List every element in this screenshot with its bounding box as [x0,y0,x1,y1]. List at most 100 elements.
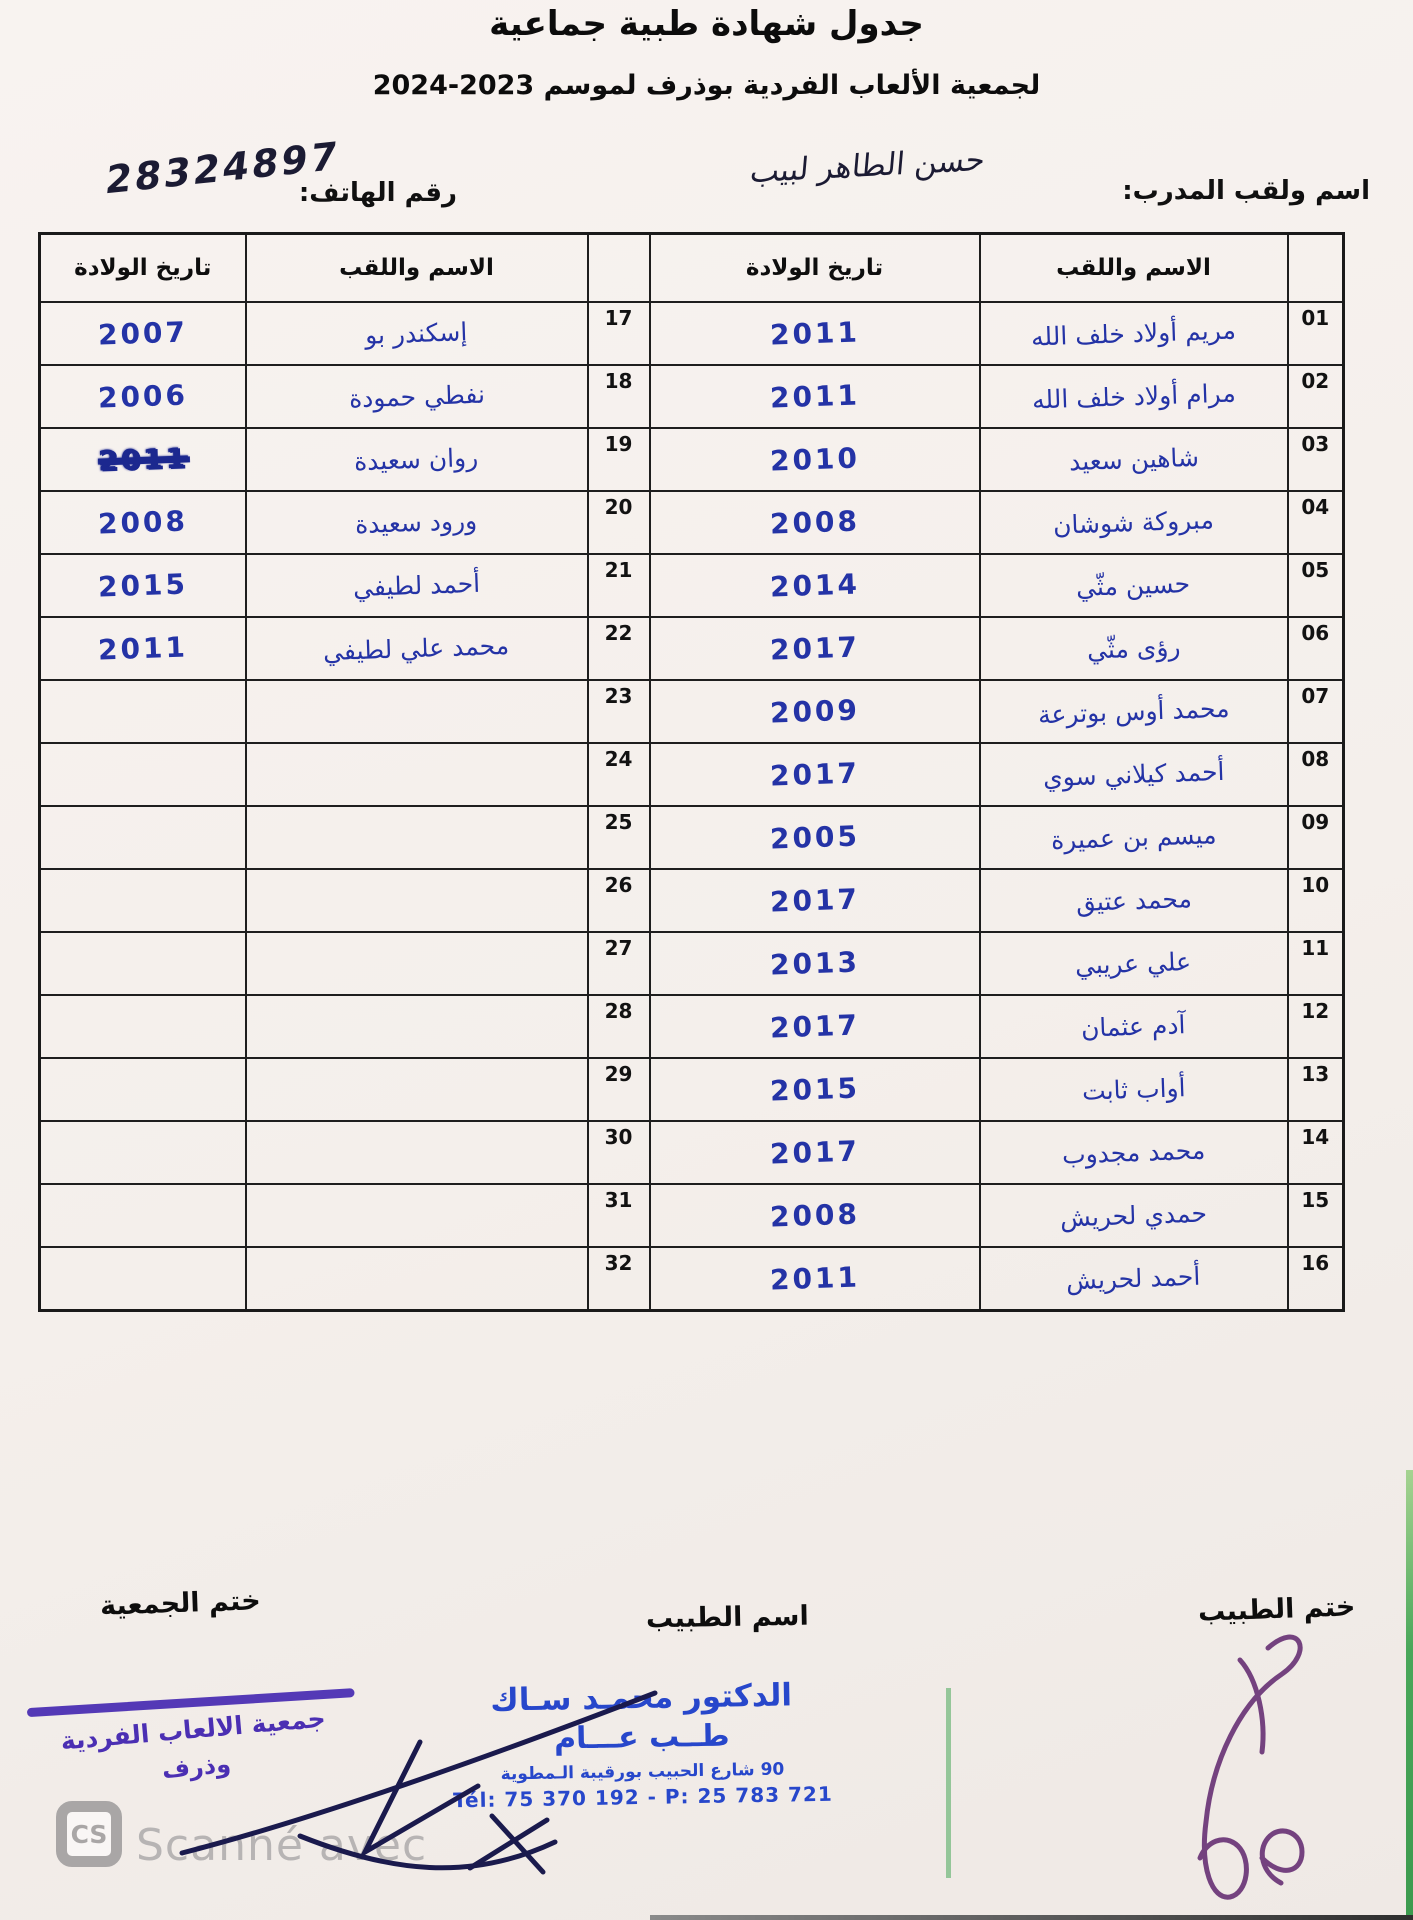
coach-name-handwritten: حسن الطاهر لبيب [748,141,987,191]
player-name-left-handwritten: ورود سعيدة [244,490,589,555]
player-name-right-handwritten: علي عريبي [978,931,1289,996]
row-number-left: 21 [586,553,651,618]
scan-edge-strip-right [1406,1470,1413,1920]
player-dob-right-handwritten: 2017 [648,1120,981,1185]
table-row: 02 مرام أولاد خلف الله 2011 18 نفطي حمودة 200… [38,364,1345,429]
player-name-right-handwritten: آدم عثمان [978,994,1289,1059]
player-dob-left-handwritten: 2011 [38,616,247,681]
row-number-right: 12 [1286,994,1345,1059]
table-row: 07 محمد أوس بوترعة 2009 23 [38,679,1345,744]
doctor-stamp-address: 90 شارع الحبيب بورقيبة الـمطوية [500,1759,785,1785]
row-number-left: 32 [586,1246,651,1312]
players-table-grid: الاسم واللقب تاريخ الولادة الاسم واللقب … [38,232,1345,1312]
player-dob-right-handwritten: 2008 [648,1183,981,1248]
player-name-right-handwritten: مرام أولاد خلف الله [978,364,1289,429]
player-name-left-handwritten [244,679,589,744]
player-dob-right-handwritten: 2009 [648,679,981,744]
player-dob-left-handwritten [38,994,247,1059]
row-number-right: 09 [1286,805,1345,870]
scan-edge-strip-bottom [650,1915,1413,1920]
player-dob-right-handwritten: 2015 [648,1057,981,1122]
player-dob-left-handwritten [38,1120,247,1185]
document-title: جدول شهادة طبية جماعية [489,4,924,44]
player-dob-right-handwritten: 2008 [648,490,981,555]
document-subtitle: لجمعية الألعاب الفردية بوذرف لموسم 2024-… [0,70,1413,101]
camscanner-watermark-text: Scanné avec [136,1820,428,1871]
phone-label: رقم الهاتف: [298,178,457,208]
player-dob-left-handwritten [38,742,247,807]
player-dob-left-handwritten [38,1246,247,1312]
player-dob-left-handwritten [38,679,247,744]
player-name-left-handwritten: محمد علي لطيفي [244,616,589,681]
row-number-right: 04 [1286,490,1345,555]
association-ink-stamp: جمعية الالعاب الفردية وذرف [23,1684,365,1796]
player-name-left-handwritten: روان سعيدة [244,427,589,492]
coach-name-label: اسم ولقب المدرب: [1122,176,1370,206]
player-name-left-handwritten [244,1183,589,1248]
table-row: 05 حسين مثّي 2014 21 أحمد لطيفي 2015 [38,553,1345,618]
header-dob-right: تاريخ الولادة [648,232,981,303]
player-name-right-handwritten: رؤى مثّي [978,616,1289,681]
player-name-left-handwritten [244,1120,589,1185]
row-number-right: 03 [1286,427,1345,492]
player-name-left-handwritten [244,1057,589,1122]
doctor-signature [1197,1634,1305,1900]
scan-edge-strip-middle [946,1688,951,1878]
player-dob-right-handwritten: 2011 [648,1246,981,1312]
player-dob-right-handwritten: 2005 [648,805,981,870]
table-row: 15 حمدي لحريش 2008 31 [38,1183,1345,1248]
player-dob-right-handwritten: 2017 [648,616,981,681]
row-number-left: 28 [586,994,651,1059]
player-name-right-handwritten: أحمد لحريش [978,1246,1289,1312]
player-dob-left-handwritten [38,805,247,870]
doctor-stamp-name: الدكتور محمـد سـاك [490,1677,793,1719]
header-number-right [1286,232,1345,303]
table-header-row: الاسم واللقب تاريخ الولادة الاسم واللقب … [38,232,1345,303]
row-number-left: 19 [586,427,651,492]
header-dob-left: تاريخ الولادة [38,232,247,303]
player-name-left-handwritten [244,994,589,1059]
player-name-right-handwritten: مبروكة شوشان [978,490,1289,555]
player-name-right-handwritten: شاهين سعيد [978,427,1289,492]
row-number-left: 25 [586,805,651,870]
row-number-right: 16 [1286,1246,1345,1312]
table-row: 12 آدم عثمان 2017 28 [38,994,1345,1059]
row-number-right: 05 [1286,553,1345,618]
row-number-left: 27 [586,931,651,996]
player-dob-right-handwritten: 2014 [648,553,981,618]
table-row: 14 محمد مجدوب 2017 30 [38,1120,1345,1185]
row-number-right: 15 [1286,1183,1345,1248]
association-stamp-label: ختم الجمعية [99,1585,262,1622]
player-dob-right-handwritten: 2010 [648,427,981,492]
player-dob-left-handwritten [38,1183,247,1248]
doctor-stamp-specialty: طــب عـــام [553,1718,730,1757]
player-name-right-handwritten: محمد مجدوب [978,1120,1289,1185]
row-number-right: 14 [1286,1120,1345,1185]
player-dob-right-handwritten: 2017 [648,994,981,1059]
row-number-left: 31 [586,1183,651,1248]
player-dob-right-handwritten: 2017 [648,868,981,933]
table-row: 08 أحمد كيلاني سوي 2017 24 [38,742,1345,807]
player-dob-right-handwritten: 2013 [648,931,981,996]
row-number-right: 07 [1286,679,1345,744]
player-dob-left-handwritten: 2007 [38,301,247,366]
table-row: 11 علي عريبي 2013 27 [38,931,1345,996]
table-row: 13 أواب ثابت 2015 29 [38,1057,1345,1122]
player-name-left-handwritten [244,1246,589,1312]
row-number-right: 11 [1286,931,1345,996]
row-number-right: 13 [1286,1057,1345,1122]
doctor-name-label: اسم الطبيب [646,1600,810,1635]
doctor-stamp-label: ختم الطبيب [1197,1591,1356,1628]
players-table: الاسم واللقب تاريخ الولادة الاسم واللقب … [38,232,1345,1312]
player-name-right-handwritten: محمد أوس بوترعة [978,679,1289,744]
header-number-left [586,232,651,303]
player-name-left-handwritten [244,742,589,807]
table-row: 04 مبروكة شوشان 2008 20 ورود سعيدة 2008 [38,490,1345,555]
player-dob-right-handwritten: 2011 [648,364,981,429]
doctor-stamp-phone: Tél: 75 370 192 - P: 25 783 721 [452,1781,833,1813]
season-text: 2024-2023 [372,70,535,101]
row-number-left: 24 [586,742,651,807]
row-number-left: 30 [586,1120,651,1185]
row-number-left: 23 [586,679,651,744]
